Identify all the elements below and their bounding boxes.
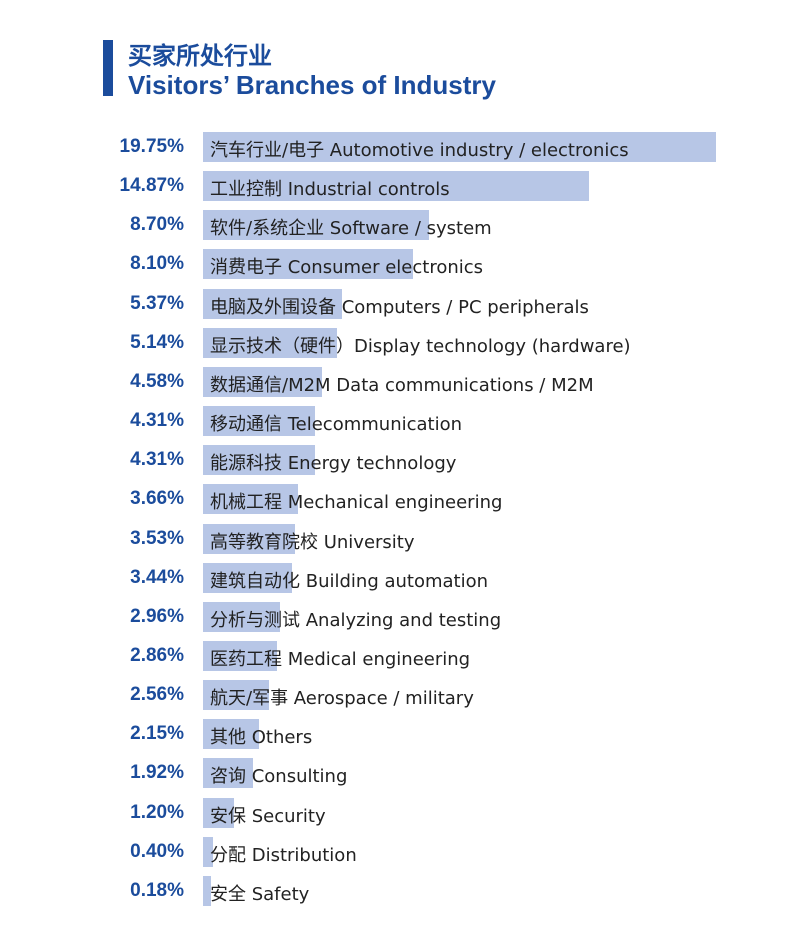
bar — [203, 171, 590, 202]
bar-row: 0.40% 分配 Distribution — [0, 836, 800, 867]
bar-category-label: 安全 Safety — [210, 883, 310, 905]
bar-row: 3.44% 建筑自动化 Building automation — [0, 562, 800, 593]
bar — [203, 523, 295, 554]
bar-value-label: 19.75% — [119, 136, 184, 157]
bar — [203, 680, 270, 711]
bar-category-label: 汽车行业/电子 Automotive industry / electronic… — [210, 140, 629, 161]
bar-value-label: 4.31% — [130, 410, 184, 432]
bar-value-label: 0.18% — [130, 879, 184, 901]
bar-category-label: 移动通信 Telecommunication — [210, 414, 463, 436]
bar — [203, 445, 315, 476]
bar — [203, 366, 322, 397]
bar-value-label: 8.10% — [130, 253, 184, 275]
bar-value-label: 4.58% — [130, 370, 184, 392]
bar-category-label: 显示技术（硬件）Display technology (hardware) — [210, 335, 631, 357]
bar-row: 2.56% 航天/军事 Aerospace / military — [0, 680, 800, 711]
bar-row: 8.70% 软件/系统企业 Software / system — [0, 210, 800, 241]
bar-row: 4.58% 数据通信/M2M Data communications / M2M — [0, 366, 800, 397]
bar-category-label: 分配 Distribution — [210, 844, 357, 866]
bar-category-label: 能源科技 Energy technology — [210, 453, 457, 475]
bar-value-label: 3.44% — [130, 566, 184, 588]
bar-row: 19.75% 汽车行业/电子 Automotive industry / elec… — [0, 132, 800, 162]
bar-value-label: 5.37% — [130, 292, 184, 314]
bar-category-label: 建筑自动化 Building automation — [210, 570, 489, 592]
chart-title-english: Visitors’ Branches of Industry — [128, 70, 496, 100]
bar — [203, 562, 293, 593]
bar-row: 1.20% 安保 Security — [0, 797, 800, 828]
bar-row: 4.31% 移动通信 Telecommunication — [0, 406, 800, 437]
bar-value-label: 1.20% — [130, 801, 184, 823]
bar-row: 14.87% 工业控制 Industrial controls — [0, 171, 800, 202]
bar — [203, 406, 315, 437]
bar-category-label: 软件/系统企业 Software / system — [210, 218, 492, 240]
bar-category-label: 安保 Security — [210, 805, 326, 827]
bar-value-label: 1.92% — [130, 762, 184, 784]
bar-category-label: 医药工程 Medical engineering — [210, 648, 471, 670]
bar-value-label: 14.87% — [119, 175, 184, 197]
title-accent-bar — [103, 40, 113, 96]
bar — [203, 797, 235, 828]
bar — [203, 210, 429, 241]
bar-category-label: 数据通信/M2M Data communications / M2M — [210, 374, 594, 396]
bar-value-label: 2.56% — [130, 684, 184, 706]
bar — [203, 758, 253, 789]
bar — [203, 132, 716, 162]
bar-row: 3.53% 高等教育院校 University — [0, 523, 800, 554]
bar — [203, 288, 343, 319]
bar-row: 3.66% 机械工程 Mechanical engineering — [0, 484, 800, 515]
bar — [203, 640, 278, 671]
bar — [203, 836, 214, 867]
bar-category-label: 机械工程 Mechanical engineering — [210, 492, 503, 514]
bar-value-label: 2.86% — [130, 644, 184, 666]
bar-row: 5.14% 显示技术（硬件）Display technology (hardwar… — [0, 327, 800, 358]
bar-category-label: 航天/军事 Aerospace / military — [210, 688, 474, 710]
bar-category-label: 工业控制 Industrial controls — [210, 179, 450, 201]
bar-value-label: 2.96% — [130, 605, 184, 627]
bar — [203, 484, 299, 515]
bar-value-label: 3.53% — [130, 527, 184, 549]
bar-row: 2.15% 其他 Others — [0, 719, 800, 750]
bar — [203, 249, 414, 280]
bar — [203, 719, 259, 750]
bar-category-label: 其他 Others — [210, 727, 313, 749]
bar-row: 0.18% 安全 Safety — [0, 875, 800, 906]
bar-row: 2.96% 分析与测试 Analyzing and testing — [0, 601, 800, 632]
bar — [203, 875, 211, 906]
bar-category-label: 电脑及外围设备 Computers / PC peripherals — [210, 296, 589, 318]
bar-value-label: 2.15% — [130, 723, 184, 745]
bar-value-label: 4.31% — [130, 449, 184, 471]
bar-row: 1.92% 咨询 Consulting — [0, 758, 800, 789]
bar-category-label: 高等教育院校 University — [210, 531, 415, 553]
bar-value-label: 8.70% — [130, 214, 184, 236]
bar — [203, 327, 337, 358]
bar-row: 5.37% 电脑及外围设备 Computers / PC peripherals — [0, 288, 800, 319]
bar-row: 8.10% 消费电子 Consumer electronics — [0, 249, 800, 280]
bar — [203, 601, 280, 632]
bar-row: 4.31% 能源科技 Energy technology — [0, 445, 800, 476]
bar-category-label: 消费电子 Consumer electronics — [210, 257, 484, 279]
bar-category-label: 咨询 Consulting — [210, 766, 348, 788]
bar-value-label: 5.14% — [130, 331, 184, 353]
bar-category-label: 分析与测试 Analyzing and testing — [210, 609, 502, 631]
bar-value-label: 0.40% — [130, 840, 184, 862]
bar-value-label: 3.66% — [130, 488, 184, 510]
bar-row: 2.86% 医药工程 Medical engineering — [0, 640, 800, 671]
chart-title-chinese: 买家所处行业 — [128, 42, 272, 70]
